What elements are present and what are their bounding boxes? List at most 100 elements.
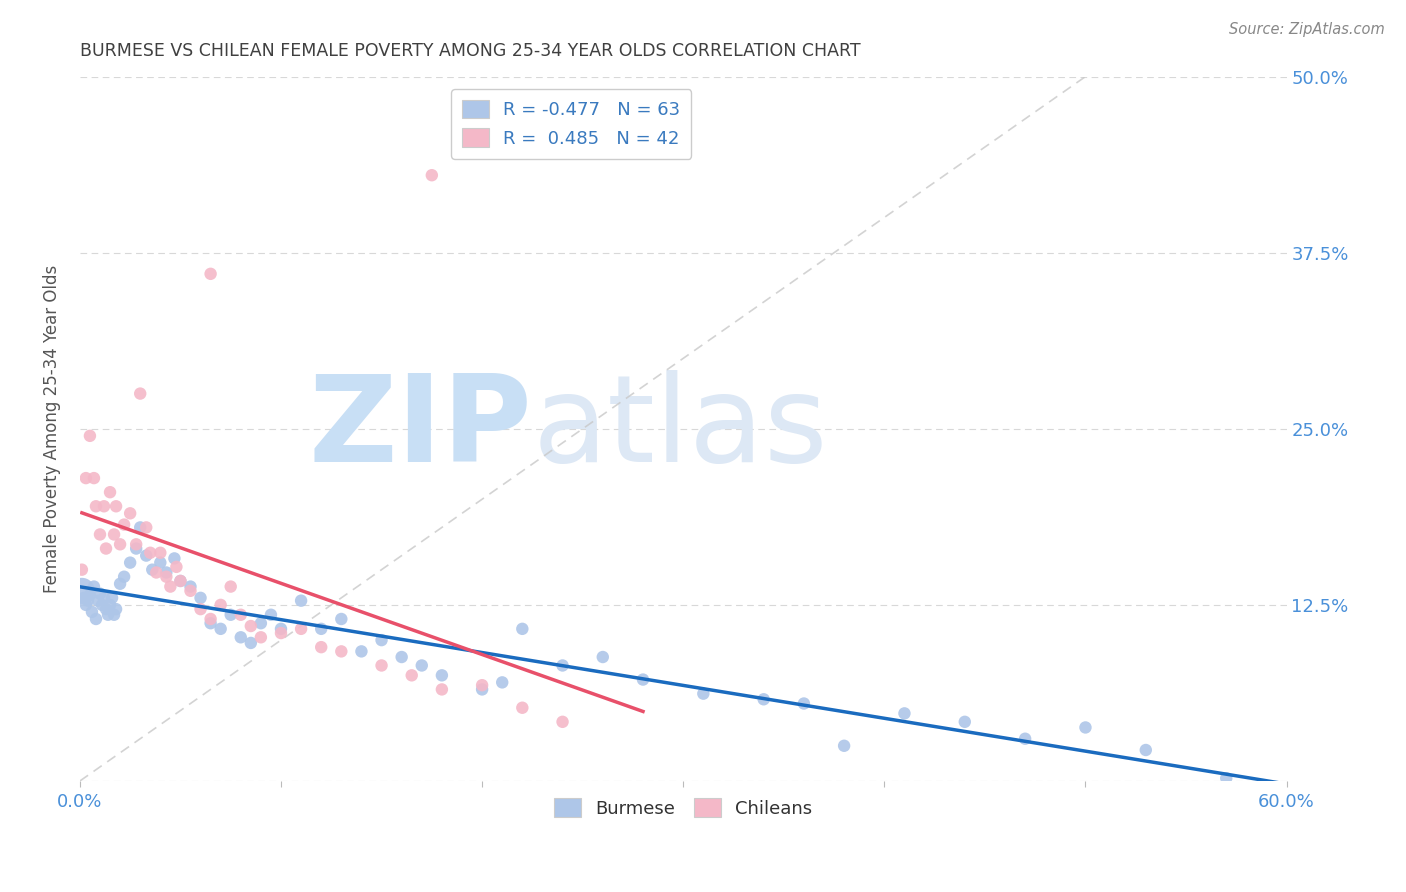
- Point: [752, 692, 775, 706]
- Point: [420, 168, 443, 182]
- Point: [190, 602, 212, 616]
- Point: [330, 644, 353, 658]
- Point: [430, 682, 453, 697]
- Point: [139, 546, 162, 560]
- Point: [149, 556, 172, 570]
- Point: [98, 485, 121, 500]
- Point: [391, 650, 413, 665]
- Text: ZIP: ZIP: [309, 370, 533, 487]
- Point: [91, 598, 114, 612]
- Point: [97, 607, 120, 622]
- Point: [239, 619, 262, 633]
- Point: [551, 714, 574, 729]
- Point: [79, 429, 101, 443]
- Point: [169, 574, 191, 588]
- Point: [370, 633, 392, 648]
- Point: [330, 612, 353, 626]
- Point: [155, 566, 177, 580]
- Point: [229, 630, 252, 644]
- Point: [103, 607, 125, 622]
- Point: [190, 591, 212, 605]
- Point: [219, 580, 242, 594]
- Point: [309, 640, 332, 655]
- Point: [290, 622, 312, 636]
- Point: [94, 602, 117, 616]
- Point: [98, 598, 121, 612]
- Point: [219, 607, 242, 622]
- Point: [309, 622, 332, 636]
- Point: [290, 593, 312, 607]
- Point: [108, 537, 131, 551]
- Point: [77, 593, 100, 607]
- Point: [94, 541, 117, 556]
- Point: [75, 471, 97, 485]
- Point: [350, 644, 373, 658]
- Point: [471, 682, 494, 697]
- Point: [87, 593, 110, 607]
- Point: [1014, 731, 1036, 746]
- Point: [165, 559, 187, 574]
- Point: [70, 583, 93, 598]
- Point: [125, 541, 148, 556]
- Point: [84, 500, 107, 514]
- Point: [120, 556, 142, 570]
- Point: [105, 500, 128, 514]
- Point: [1215, 771, 1237, 785]
- Point: [411, 658, 433, 673]
- Point: [135, 520, 157, 534]
- Point: [692, 687, 714, 701]
- Point: [75, 598, 97, 612]
- Point: [80, 605, 103, 619]
- Point: [145, 566, 167, 580]
- Point: [250, 616, 273, 631]
- Point: [93, 591, 115, 605]
- Legend: Burmese, Chileans: Burmese, Chileans: [547, 791, 820, 825]
- Point: [141, 563, 163, 577]
- Point: [73, 591, 96, 605]
- Text: BURMESE VS CHILEAN FEMALE POVERTY AMONG 25-34 YEAR OLDS CORRELATION CHART: BURMESE VS CHILEAN FEMALE POVERTY AMONG …: [80, 42, 860, 60]
- Point: [129, 386, 152, 401]
- Point: [108, 576, 131, 591]
- Point: [953, 714, 976, 729]
- Point: [471, 678, 494, 692]
- Point: [512, 700, 534, 714]
- Point: [135, 549, 157, 563]
- Point: [179, 583, 201, 598]
- Point: [84, 612, 107, 626]
- Point: [120, 506, 142, 520]
- Point: [103, 527, 125, 541]
- Point: [430, 668, 453, 682]
- Point: [793, 697, 815, 711]
- Point: [89, 586, 111, 600]
- Text: atlas: atlas: [533, 370, 828, 487]
- Point: [200, 267, 222, 281]
- Point: [239, 636, 262, 650]
- Point: [270, 626, 292, 640]
- Point: [250, 630, 273, 644]
- Point: [592, 650, 614, 665]
- Point: [491, 675, 513, 690]
- Point: [401, 668, 423, 682]
- Point: [631, 673, 654, 687]
- Point: [83, 580, 105, 594]
- Point: [229, 607, 252, 622]
- Y-axis label: Female Poverty Among 25-34 Year Olds: Female Poverty Among 25-34 Year Olds: [44, 265, 60, 593]
- Point: [112, 570, 135, 584]
- Text: Source: ZipAtlas.com: Source: ZipAtlas.com: [1229, 22, 1385, 37]
- Point: [93, 500, 115, 514]
- Point: [200, 616, 222, 631]
- Point: [832, 739, 855, 753]
- Point: [169, 574, 191, 588]
- Point: [370, 658, 392, 673]
- Point: [101, 591, 124, 605]
- Point: [260, 607, 283, 622]
- Point: [89, 527, 111, 541]
- Point: [1135, 743, 1157, 757]
- Point: [83, 471, 105, 485]
- Point: [149, 546, 172, 560]
- Point: [155, 570, 177, 584]
- Point: [105, 602, 128, 616]
- Point: [159, 580, 181, 594]
- Point: [512, 622, 534, 636]
- Point: [70, 563, 93, 577]
